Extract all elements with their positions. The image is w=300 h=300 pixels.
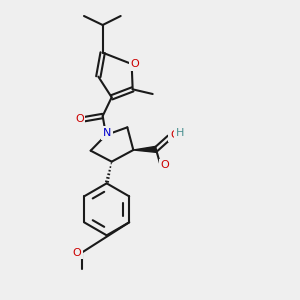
Text: O: O [170,130,179,140]
Text: O: O [130,59,139,69]
Text: O: O [160,160,169,170]
Polygon shape [133,146,156,152]
Text: N: N [103,128,111,138]
Text: O: O [75,114,84,124]
Text: H: H [176,128,184,138]
Text: O: O [72,248,81,258]
